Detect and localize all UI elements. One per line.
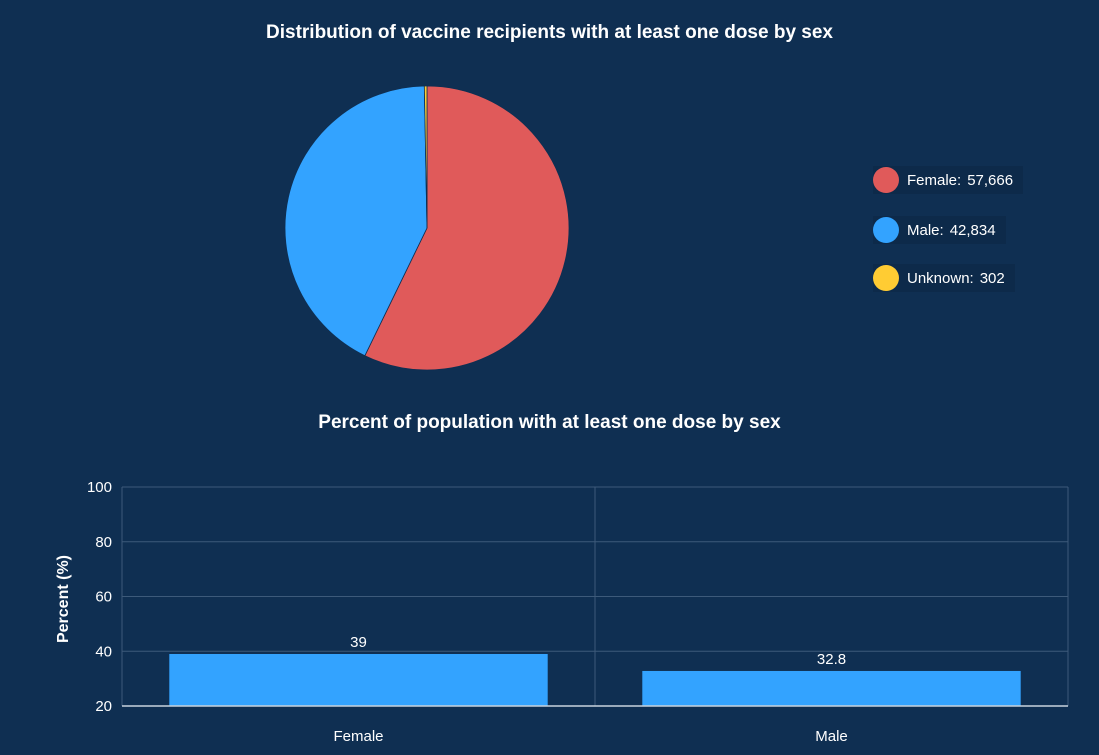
bar-female[interactable] bbox=[169, 653, 548, 706]
pie-slice-female[interactable] bbox=[364, 85, 570, 371]
y-tick-label-40: 40 bbox=[95, 643, 112, 660]
y-axis-title: Percent (%) bbox=[55, 554, 73, 644]
legend-item-female[interactable]: Female: 57,666 bbox=[873, 166, 1024, 194]
legend-item-male[interactable]: Male: 42,834 bbox=[873, 216, 1006, 244]
legend-item-unknown[interactable]: Unknown: 302 bbox=[873, 264, 1015, 292]
bar-male[interactable] bbox=[642, 670, 1021, 706]
pie-chart bbox=[284, 85, 570, 371]
legend-value-male: 42,834 bbox=[949, 221, 996, 239]
pie-slice-unknown[interactable] bbox=[423, 85, 428, 229]
legend-value-unknown: 302 bbox=[979, 269, 1005, 287]
legend-label-unknown: Unknown: bbox=[907, 269, 974, 287]
legend-value-female: 57,666 bbox=[967, 171, 1014, 189]
bar-chart-title: Percent of population with at least one … bbox=[318, 412, 781, 433]
legend-label-male: Male: bbox=[907, 221, 944, 239]
bar-value-label-male: 32.8 bbox=[817, 651, 846, 668]
pie-chart-title: Distribution of vaccine recipients with … bbox=[266, 22, 833, 43]
y-tick-label-80: 80 bbox=[95, 534, 112, 551]
bar-value-label-female: 39 bbox=[350, 634, 367, 651]
y-tick-label-100: 100 bbox=[87, 479, 112, 496]
legend-label-female: Female: bbox=[907, 171, 962, 189]
y-tick-label-60: 60 bbox=[95, 589, 112, 606]
pie-slice-male[interactable] bbox=[284, 85, 428, 357]
y-tick-label-20: 20 bbox=[95, 698, 112, 715]
x-tick-label-male: Male bbox=[815, 728, 848, 745]
legend-marker-female bbox=[873, 167, 899, 193]
legend-marker-male bbox=[873, 217, 899, 243]
x-tick-label-female: Female bbox=[333, 728, 383, 745]
legend-marker-unknown bbox=[873, 265, 899, 291]
